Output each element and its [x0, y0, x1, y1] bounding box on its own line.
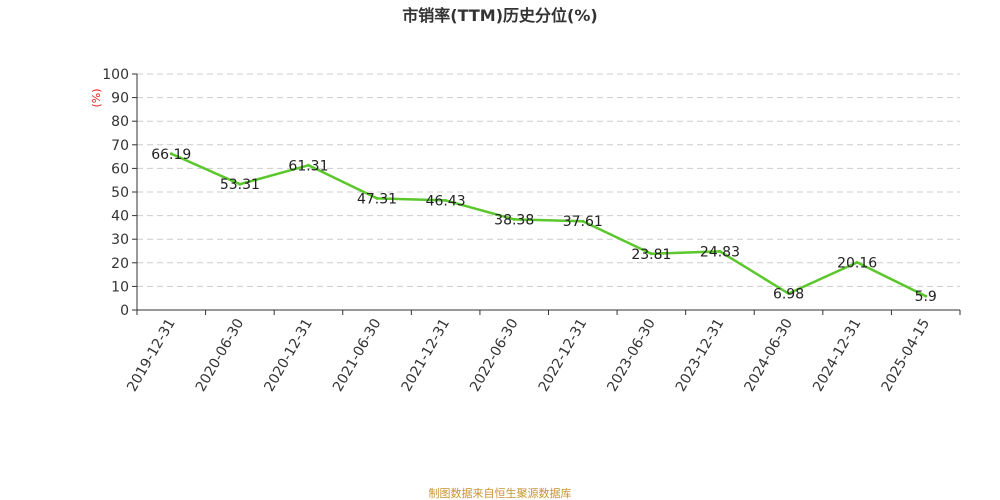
data-label: 66.19: [151, 147, 191, 163]
data-point: [169, 152, 173, 156]
y-tick-label: 30: [111, 232, 129, 248]
y-tick-label: 80: [111, 114, 129, 130]
x-tick-label: 2023-06-30: [604, 316, 659, 394]
data-label: 24.83: [700, 244, 740, 260]
data-label: 20.16: [837, 255, 877, 271]
data-label: 5.9: [915, 289, 937, 305]
data-label: 37.61: [563, 214, 603, 230]
x-tick-label: 2019-12-31: [124, 316, 179, 394]
y-tick-label: 20: [111, 256, 129, 272]
x-tick-label: 2021-06-30: [330, 316, 385, 394]
data-point: [855, 260, 859, 264]
data-point: [649, 252, 653, 256]
data-point: [375, 196, 379, 200]
data-point: [444, 198, 448, 202]
data-point: [306, 163, 310, 167]
data-labels: 66.19 53.31 61.31 47.31 46.43 38.38 37.61 23.81…: [151, 147, 937, 305]
series-line-layer: [169, 152, 928, 298]
data-point: [238, 182, 242, 186]
data-point: [512, 217, 516, 221]
y-tick-label: 40: [111, 209, 129, 225]
y-tick-label: 50: [111, 185, 129, 201]
data-point: [718, 249, 722, 253]
axes: [132, 73, 961, 315]
x-tick-label: 2024-12-31: [810, 316, 865, 394]
data-label: 23.81: [631, 247, 671, 263]
x-tick-label: 2020-12-31: [261, 316, 316, 394]
y-axis-unit: (%): [90, 88, 103, 107]
data-label: 6.98: [773, 287, 804, 303]
data-label: 47.31: [357, 191, 397, 207]
data-label: 61.31: [288, 158, 328, 174]
data-label: 53.31: [220, 177, 260, 193]
y-tick-label: 60: [111, 161, 129, 177]
data-point: [787, 292, 791, 296]
data-label: 46.43: [426, 193, 466, 209]
x-tick-label: 2020-06-30: [193, 316, 248, 394]
x-tick-label: 2023-12-31: [673, 316, 728, 394]
data-point: [924, 294, 928, 298]
x-tick-label: 2022-06-30: [467, 316, 522, 394]
grid: [137, 73, 960, 287]
x-tick-label: 2025-04-15: [879, 316, 934, 394]
y-tick-label: 90: [111, 91, 129, 107]
y-tick-label: 100: [102, 67, 129, 83]
series-line: [170, 152, 927, 298]
data-label: 38.38: [494, 212, 534, 228]
chart-title: 市销率(TTM)历史分位(%): [402, 6, 597, 25]
y-tick-label: 10: [111, 279, 129, 295]
y-tick-labels: 0 10 20 30 40 50 60 70 80 90 100: [102, 67, 129, 319]
x-tick-labels: 2019-12-31 2020-06-30 2020-12-31 2021-06-30…: [124, 316, 933, 394]
y-tick-label: 70: [111, 138, 129, 154]
source-note: 制图数据来自恒生聚源数据库: [429, 486, 572, 500]
y-tick-label: 0: [120, 303, 129, 319]
x-tick-label: 2022-12-31: [536, 316, 591, 394]
x-tick-label: 2021-12-31: [399, 316, 454, 394]
x-tick-label: 2024-06-30: [741, 316, 796, 394]
data-point: [581, 219, 585, 223]
